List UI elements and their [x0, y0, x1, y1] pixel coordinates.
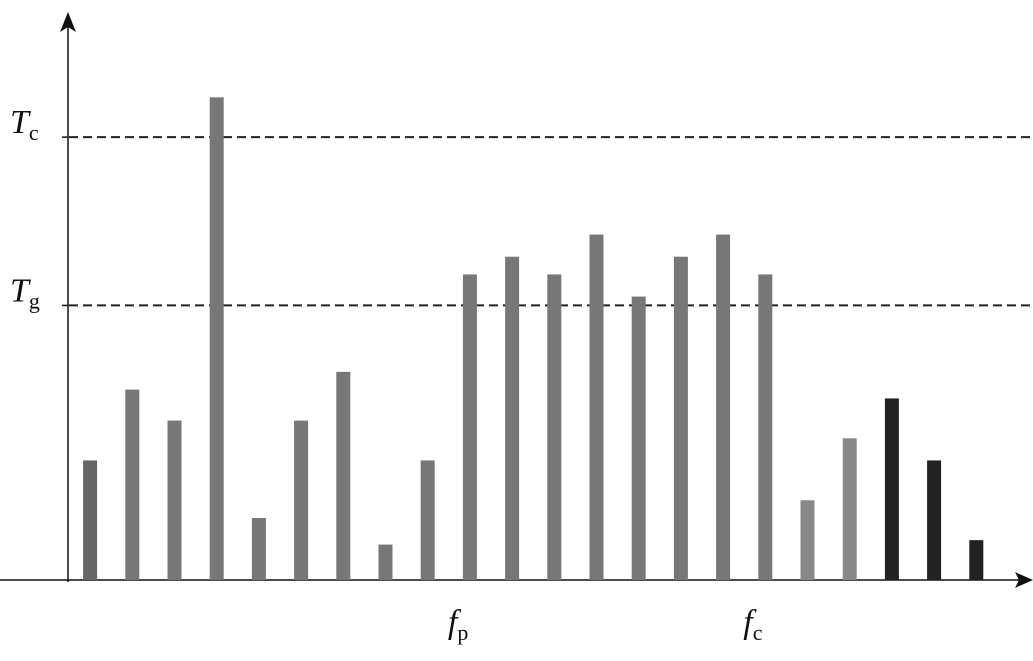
bar [463, 274, 477, 580]
subscript: c [29, 120, 39, 145]
page: TcTgfpfc (() => { const data = JSON.pars… [0, 0, 1033, 661]
bar [547, 274, 561, 580]
symbol: T [10, 104, 31, 141]
bar [758, 274, 772, 580]
bar [294, 421, 308, 580]
bar [125, 390, 139, 580]
bar [632, 297, 646, 580]
bar [421, 460, 435, 580]
bar [83, 460, 97, 580]
subscript: p [457, 620, 468, 645]
subscript: c [753, 620, 763, 645]
bar [336, 372, 350, 580]
bar [716, 235, 730, 580]
bar [252, 518, 266, 580]
bar [379, 545, 393, 580]
bar [210, 97, 224, 580]
symbol-label: fp [448, 604, 468, 645]
symbol-label: Tc [10, 104, 39, 145]
bar [969, 540, 983, 580]
symbol-label: fc [743, 604, 762, 645]
bar [885, 398, 899, 580]
subscript: g [29, 288, 40, 313]
bar [843, 438, 857, 580]
bar [674, 257, 688, 580]
bar [505, 257, 519, 580]
bar [927, 460, 941, 580]
bar [801, 500, 815, 580]
chart: TcTgfpfc [0, 0, 1033, 661]
symbol: T [10, 272, 31, 309]
bar [168, 421, 182, 580]
symbol-label: Tg [10, 272, 40, 313]
bar [590, 235, 604, 580]
